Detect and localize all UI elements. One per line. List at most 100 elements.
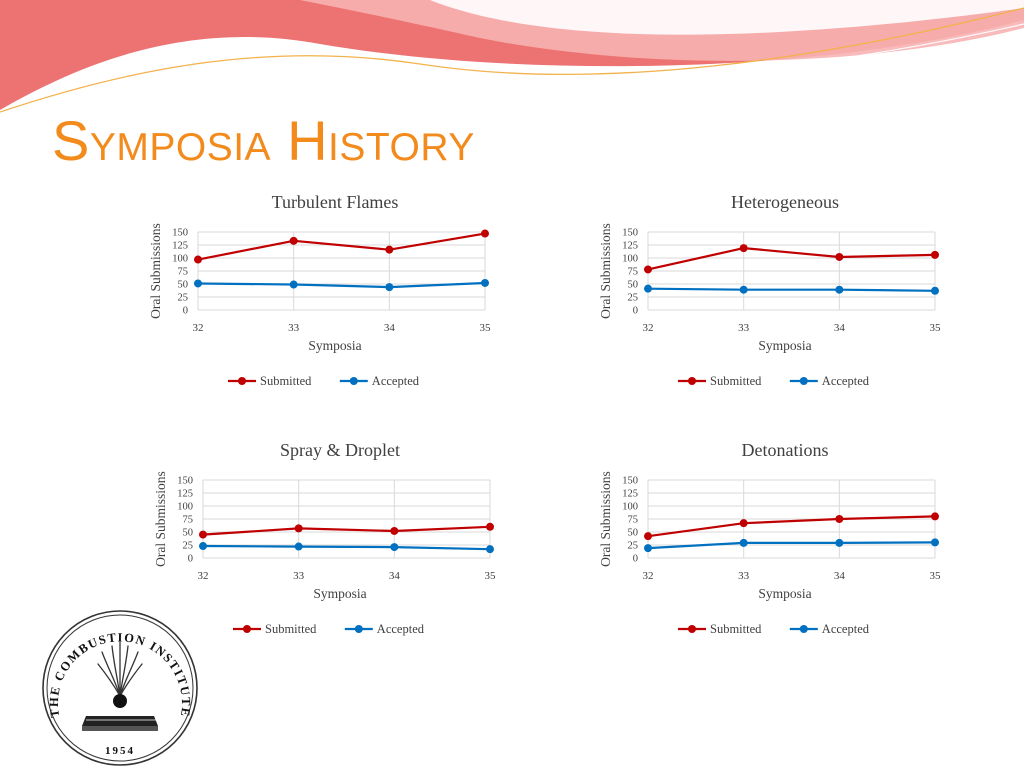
- y-tick-label: 50: [183, 528, 194, 539]
- data-point-submitted: [739, 519, 748, 528]
- x-axis-label: Symposia: [308, 338, 361, 353]
- y-tick-label: 125: [172, 241, 188, 252]
- legend-marker-submitted: [238, 377, 246, 385]
- y-tick-label: 25: [628, 541, 639, 552]
- x-tick-label: 32: [193, 322, 204, 334]
- data-point-submitted: [194, 255, 202, 264]
- x-tick-label: 32: [643, 570, 654, 582]
- data-point-submitted: [835, 515, 844, 523]
- y-tick-label: 150: [177, 476, 193, 487]
- series-line-accepted: [197, 281, 486, 289]
- data-point-submitted: [199, 530, 207, 539]
- data-point-submitted: [390, 526, 399, 535]
- data-point-accepted: [199, 542, 207, 551]
- x-tick-label: 34: [389, 570, 401, 582]
- y-axis-label: Oral Submissions: [153, 471, 168, 567]
- data-point-accepted: [835, 285, 844, 294]
- x-tick-label: 35: [485, 570, 497, 582]
- series-line-accepted: [647, 287, 936, 292]
- x-axis-label: Symposia: [758, 586, 811, 601]
- y-tick-label: 100: [622, 254, 638, 265]
- data-point-accepted: [931, 538, 939, 547]
- chart-title: Turbulent Flames: [272, 192, 399, 212]
- x-tick-label: 33: [293, 570, 305, 582]
- x-tick-label: 35: [480, 322, 492, 334]
- y-tick-label: 75: [628, 515, 639, 526]
- y-tick-label: 150: [172, 228, 188, 239]
- data-point-submitted: [644, 532, 652, 541]
- chart-turbulent-flames: Turbulent Flames 0 25 50 75 100 125 150 32 33 34 35…: [110, 188, 580, 408]
- y-tick-label: 0: [188, 554, 193, 565]
- legend-marker-submitted: [688, 377, 696, 385]
- chart-svg: Turbulent Flames 0 25 50 75 100 125 150 32 33 34 35…: [148, 192, 492, 388]
- legend-label-accepted: Accepted: [822, 622, 870, 636]
- chart-title: Detonations: [742, 440, 829, 460]
- data-point-accepted: [835, 538, 844, 547]
- y-tick-label: 75: [628, 267, 639, 278]
- chart-heterogeneous: Heterogeneous 0 25 50 75 100 125 150 32 33 34 35 Sym…: [560, 188, 1024, 408]
- legend-marker-accepted: [349, 377, 358, 385]
- series-line-submitted: [647, 246, 936, 271]
- data-point-accepted: [289, 280, 298, 289]
- y-tick-label: 50: [628, 528, 639, 539]
- flame-icon: [97, 641, 143, 697]
- data-point-submitted: [931, 512, 939, 521]
- x-tick-label: 33: [738, 322, 750, 334]
- x-tick-label: 35: [930, 570, 942, 582]
- data-point-submitted: [481, 229, 489, 238]
- data-point-accepted: [739, 538, 748, 547]
- y-axis-label: Oral Submissions: [598, 471, 613, 567]
- y-tick-label: 25: [183, 541, 194, 552]
- y-tick-label: 75: [183, 515, 194, 526]
- data-point-submitted: [289, 236, 298, 245]
- y-tick-label: 50: [178, 280, 189, 291]
- data-point-accepted: [194, 279, 202, 288]
- y-tick-label: 50: [628, 280, 639, 291]
- banner-thin-line: [0, 23, 1024, 117]
- chart-spray-droplet: Spray & Droplet 0 25 50 75 100 125 150 32 33 34 35 S…: [115, 436, 585, 656]
- y-axis-label: Oral Submissions: [148, 223, 163, 319]
- y-tick-label: 100: [177, 502, 193, 513]
- data-point-submitted: [486, 522, 494, 531]
- legend-marker-accepted: [799, 377, 808, 385]
- legend-marker-submitted: [243, 625, 251, 633]
- data-point-accepted: [481, 278, 489, 287]
- data-point-accepted: [390, 543, 399, 552]
- y-tick-label: 25: [178, 293, 189, 304]
- legend-label-accepted: Accepted: [372, 374, 420, 388]
- legend-label-submitted: Submitted: [265, 622, 317, 636]
- chart-detonations: Detonations 0 25 50 75 100 125 150 32 33 34 35 Sympo…: [560, 436, 1024, 656]
- banner-white-streak: [430, 0, 1024, 35]
- chart-svg: Detonations 0 25 50 75 100 125 150 32 33 34 35 Sympo…: [598, 440, 942, 636]
- x-tick-label: 32: [198, 570, 209, 582]
- x-tick-label: 32: [643, 322, 654, 334]
- decorative-banner: [0, 0, 1024, 117]
- data-point-accepted: [739, 285, 748, 294]
- legend-label-submitted: Submitted: [260, 374, 312, 388]
- data-point-submitted: [385, 245, 394, 254]
- x-tick-label: 33: [288, 322, 300, 334]
- data-point-submitted: [294, 524, 303, 533]
- ember-icon: [113, 694, 127, 708]
- data-point-accepted: [385, 283, 394, 292]
- data-point-accepted: [644, 284, 652, 293]
- legend-marker-accepted: [799, 625, 808, 633]
- seal-year: 1954: [105, 745, 135, 757]
- series-line-submitted: [202, 525, 491, 536]
- y-axis-label: Oral Submissions: [598, 223, 613, 319]
- y-tick-label: 150: [622, 228, 638, 239]
- combustion-institute-seal: THE COMBUSTION INSTITUTE 1954: [42, 610, 198, 766]
- series-line-submitted: [647, 515, 936, 538]
- banner-gold-line: [0, 7, 1024, 113]
- data-point-accepted: [294, 542, 303, 551]
- data-point-accepted: [931, 286, 939, 295]
- x-tick-label: 34: [834, 322, 846, 334]
- data-point-submitted: [739, 244, 748, 253]
- x-tick-label: 34: [384, 322, 396, 334]
- y-tick-label: 125: [622, 489, 638, 500]
- y-tick-label: 100: [172, 254, 188, 265]
- x-axis-label: Symposia: [758, 338, 811, 353]
- y-tick-label: 0: [183, 306, 188, 317]
- chart-title: Spray & Droplet: [280, 440, 400, 460]
- y-tick-label: 150: [622, 476, 638, 487]
